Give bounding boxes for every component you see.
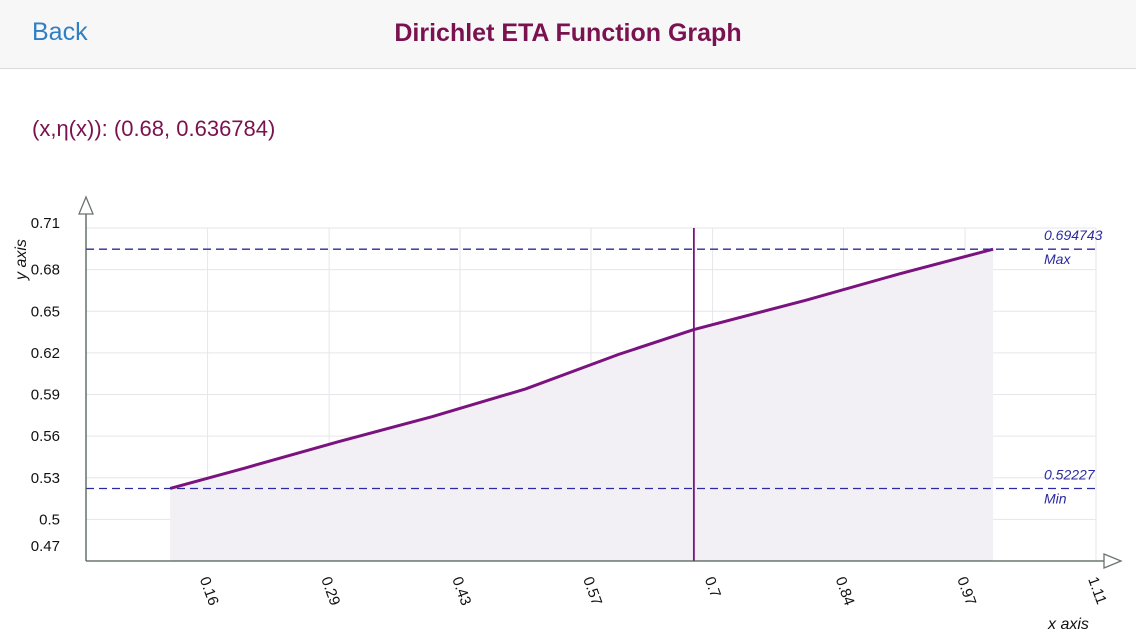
y-tick-label: 0.5 <box>39 511 60 528</box>
y-tick-label: 0.59 <box>31 387 60 404</box>
max-value-label: 0.694743 <box>1044 227 1103 243</box>
navigation-bar: Back Dirichlet ETA Function Graph <box>0 0 1136 69</box>
x-axis-title: x axis <box>1047 616 1089 633</box>
eta-function-chart[interactable]: 0.694743 Max 0.52227 Min 0.71 0.68 0.65 0.62 0.5… <box>0 190 1136 639</box>
y-tick-label: 0.68 <box>31 262 60 279</box>
x-tick-label: 0.43 <box>448 575 474 608</box>
y-axis-title: y axis <box>13 239 30 281</box>
y-tick-label: 0.65 <box>31 303 60 320</box>
y-axis-arrow-icon <box>78 195 94 215</box>
x-tick-label: 0.97 <box>953 575 979 608</box>
min-value-label: 0.52227 <box>1044 466 1096 482</box>
max-label: Max <box>1044 251 1071 267</box>
x-tick-label: 1.11 <box>1084 575 1110 607</box>
y-tick-label: 0.53 <box>31 470 60 487</box>
y-tick-label: 0.56 <box>31 428 60 445</box>
x-axis-arrow-icon <box>1103 553 1123 569</box>
cursor-readout: (x,η(x)): (0.68, 0.636784) <box>32 116 276 141</box>
y-tick-label: 0.71 <box>31 215 60 232</box>
y-tick-label: 0.62 <box>31 345 60 362</box>
x-tick-label: 0.84 <box>832 575 858 608</box>
eta-curve-line[interactable] <box>169 247 994 490</box>
x-tick-label: 0.57 <box>579 575 605 608</box>
back-button[interactable]: Back <box>32 18 88 46</box>
x-tick-label: 0.16 <box>196 575 222 608</box>
y-tick-label: 0.47 <box>31 538 60 555</box>
min-label: Min <box>1044 490 1067 506</box>
area-fill <box>170 249 994 562</box>
x-tick-label: 0.29 <box>317 575 343 608</box>
x-tick-label: 0.7 <box>701 575 724 600</box>
page-title: Dirichlet ETA Function Graph <box>394 19 742 47</box>
